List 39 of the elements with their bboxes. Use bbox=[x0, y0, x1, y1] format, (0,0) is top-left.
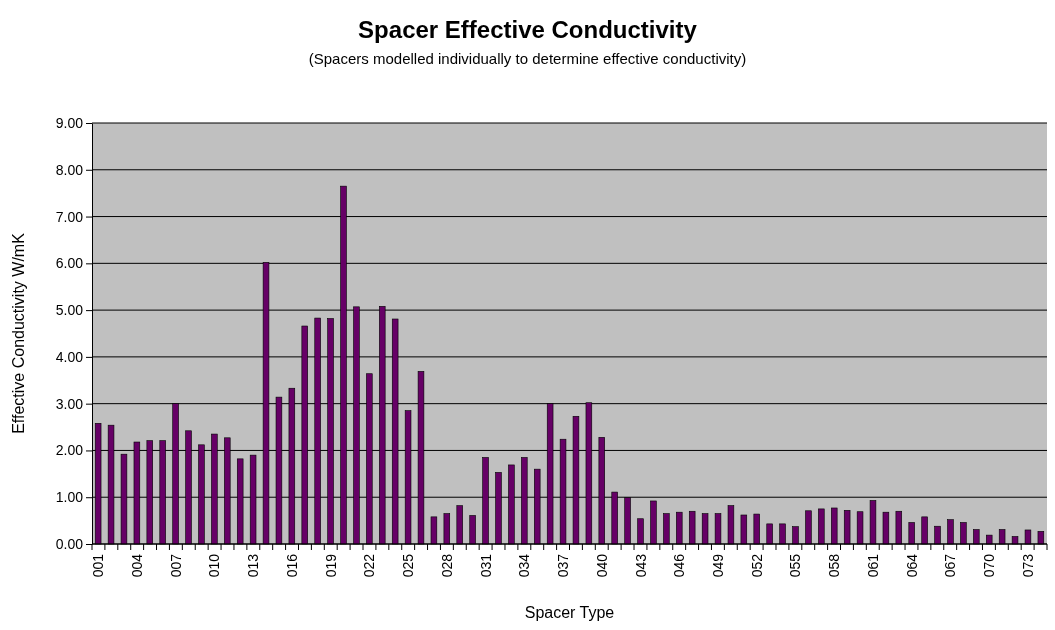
x-tick-label: 058 bbox=[826, 553, 843, 578]
y-tick-label: 8.00 bbox=[55, 161, 84, 178]
x-axis-title: Spacer Type bbox=[524, 604, 615, 621]
x-tick-label: 061 bbox=[864, 553, 881, 578]
y-axis-title: Effective Conductivity W/mK bbox=[10, 232, 27, 434]
y-tick-label: 3.00 bbox=[55, 395, 84, 412]
x-tick-label: 034 bbox=[516, 553, 533, 578]
x-tick-label: 064 bbox=[903, 553, 920, 578]
x-tick-label: 004 bbox=[128, 553, 145, 578]
x-tick-label: 007 bbox=[167, 553, 184, 578]
y-tick-label: 9.00 bbox=[55, 114, 84, 131]
x-tick-label: 043 bbox=[632, 553, 649, 578]
x-tick-label: 067 bbox=[942, 553, 959, 578]
x-tick-label: 016 bbox=[283, 553, 300, 578]
x-tick-label: 037 bbox=[555, 553, 572, 578]
x-tick-label: 046 bbox=[671, 553, 688, 578]
y-tick-label: 4.00 bbox=[55, 348, 84, 365]
y-tick-label: 7.00 bbox=[55, 208, 84, 225]
x-tick-label: 073 bbox=[1019, 553, 1036, 578]
x-tick-label: 013 bbox=[245, 553, 262, 578]
x-tick-label: 019 bbox=[322, 553, 339, 578]
chart-subtitle: (Spacers modelled individually to determine effective conductivity) bbox=[308, 50, 747, 67]
x-tick-label: 001 bbox=[90, 553, 107, 578]
x-tick-label: 028 bbox=[438, 553, 455, 578]
y-tick-label: 5.00 bbox=[55, 302, 84, 319]
x-tick-label: 052 bbox=[748, 553, 765, 578]
x-tick-label: 055 bbox=[787, 553, 804, 578]
x-tick-label: 070 bbox=[981, 553, 998, 578]
x-tick-label: 022 bbox=[361, 553, 378, 578]
x-tick-label: 031 bbox=[477, 553, 494, 578]
y-tick-label: 2.00 bbox=[55, 442, 84, 459]
x-tick-label: 040 bbox=[593, 553, 610, 578]
chart-title: Spacer Effective Conductivity bbox=[358, 16, 698, 43]
y-tick-label: 0.00 bbox=[55, 535, 84, 552]
x-tick-label: 025 bbox=[400, 553, 417, 578]
y-tick-label: 1.00 bbox=[55, 489, 84, 506]
x-tick-label: 049 bbox=[710, 553, 727, 578]
x-tick-label: 010 bbox=[206, 553, 223, 578]
y-tick-label: 6.00 bbox=[55, 255, 84, 272]
